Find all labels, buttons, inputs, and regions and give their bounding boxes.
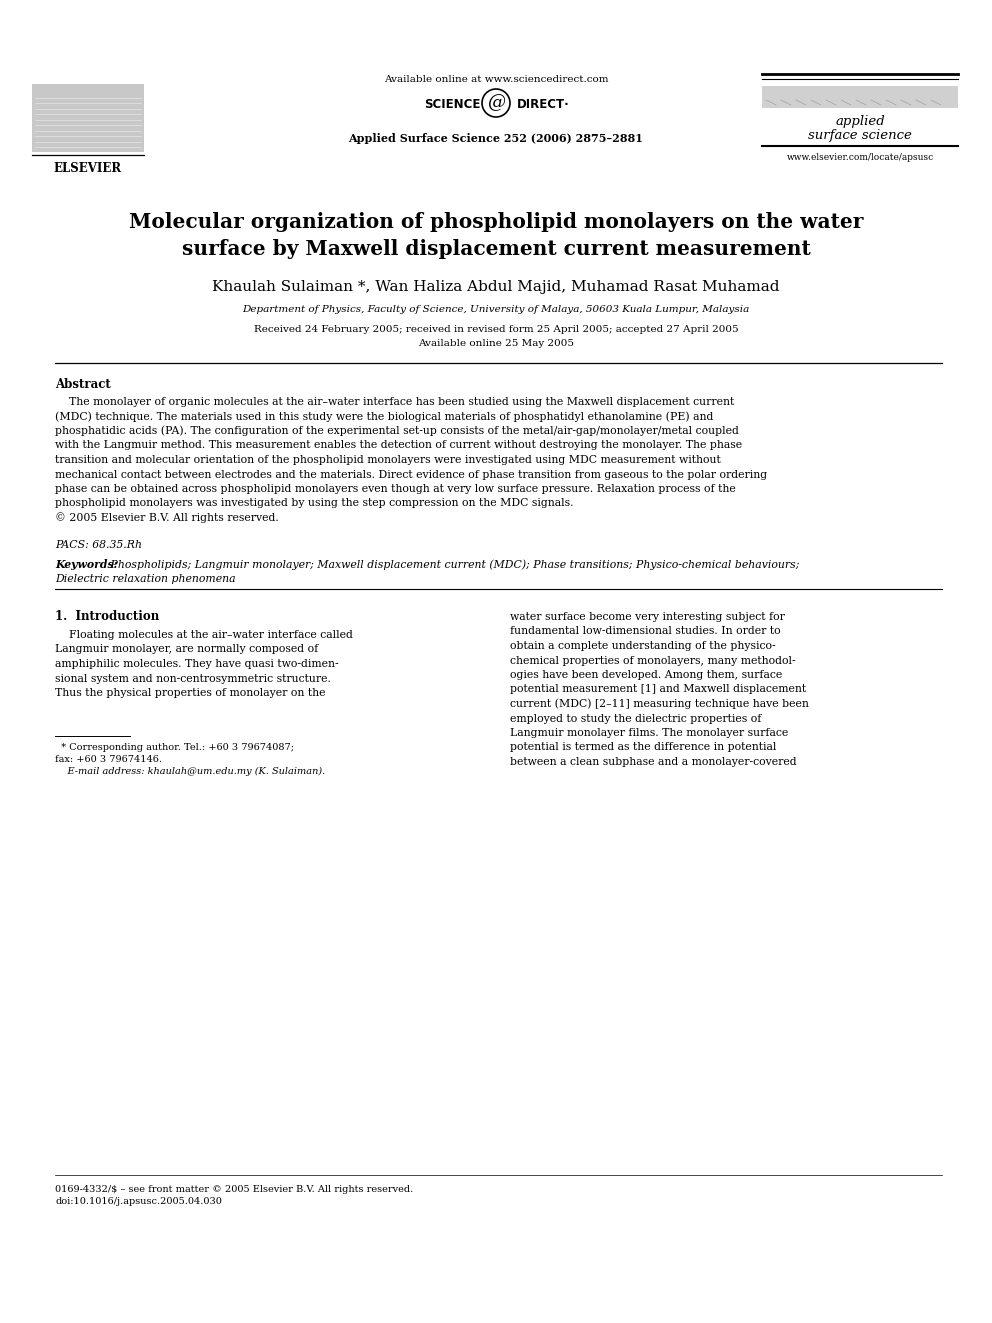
Text: surface science: surface science (808, 128, 912, 142)
Bar (762, 86, 958, 108)
Text: water surface become very interesting subject for: water surface become very interesting su… (510, 613, 785, 622)
Text: Available online at www.sciencedirect.com: Available online at www.sciencedirect.co… (384, 75, 608, 85)
Text: 1.  Introduction: 1. Introduction (55, 610, 160, 623)
Text: Dielectric relaxation phenomena: Dielectric relaxation phenomena (55, 574, 236, 583)
Text: (MDC) technique. The materials used in this study were the biological materials : (MDC) technique. The materials used in t… (55, 411, 713, 422)
Text: Abstract: Abstract (55, 378, 111, 392)
Bar (32, 83, 144, 152)
Text: sional system and non-centrosymmetric structure.: sional system and non-centrosymmetric st… (55, 673, 331, 684)
Text: Molecular organization of phospholipid monolayers on the water: Molecular organization of phospholipid m… (129, 212, 863, 232)
Text: between a clean subphase and a monolayer-covered: between a clean subphase and a monolayer… (510, 757, 797, 767)
Text: doi:10.1016/j.apsusc.2005.04.030: doi:10.1016/j.apsusc.2005.04.030 (55, 1196, 222, 1205)
Text: current (MDC) [2–11] measuring technique have been: current (MDC) [2–11] measuring technique… (510, 699, 808, 709)
Text: Keywords:: Keywords: (55, 560, 118, 570)
Text: Floating molecules at the air–water interface called: Floating molecules at the air–water inte… (55, 630, 353, 640)
Text: Received 24 February 2005; received in revised form 25 April 2005; accepted 27 A: Received 24 February 2005; received in r… (254, 325, 738, 335)
Text: chemical properties of monolayers, many methodol-: chemical properties of monolayers, many … (510, 655, 796, 665)
Text: employed to study the dielectric properties of: employed to study the dielectric propert… (510, 713, 762, 724)
Text: 0169-4332/$ – see front matter © 2005 Elsevier B.V. All rights reserved.: 0169-4332/$ – see front matter © 2005 El… (55, 1184, 414, 1193)
Text: mechanical contact between electrodes and the materials. Direct evidence of phas: mechanical contact between electrodes an… (55, 470, 767, 479)
Text: * Corresponding author. Tel.: +60 3 79674087;: * Corresponding author. Tel.: +60 3 7967… (55, 744, 294, 751)
Text: www.elsevier.com/locate/apsusc: www.elsevier.com/locate/apsusc (787, 153, 933, 163)
Text: PACS: 68.35.Rh: PACS: 68.35.Rh (55, 540, 142, 549)
Text: phase can be obtained across phospholipid monolayers even though at very low sur: phase can be obtained across phospholipi… (55, 484, 736, 493)
Text: phosphatidic acids (PA). The configuration of the experimental set-up consists o: phosphatidic acids (PA). The configurati… (55, 426, 739, 437)
Text: transition and molecular orientation of the phospholipid monolayers were investi: transition and molecular orientation of … (55, 455, 721, 464)
Text: E-mail address: khaulah@um.edu.my (K. Sulaiman).: E-mail address: khaulah@um.edu.my (K. Su… (55, 767, 325, 777)
Text: Khaulah Sulaiman *, Wan Haliza Abdul Majid, Muhamad Rasat Muhamad: Khaulah Sulaiman *, Wan Haliza Abdul Maj… (212, 280, 780, 294)
Text: Langmuir monolayer, are normally composed of: Langmuir monolayer, are normally compose… (55, 644, 318, 655)
Text: Department of Physics, Faculty of Science, University of Malaya, 50603 Kuala Lum: Department of Physics, Faculty of Scienc… (242, 306, 750, 315)
Text: @: @ (487, 94, 505, 112)
Text: fundamental low-dimensional studies. In order to: fundamental low-dimensional studies. In … (510, 627, 781, 636)
Text: DIRECT·: DIRECT· (517, 98, 569, 111)
Text: Thus the physical properties of monolayer on the: Thus the physical properties of monolaye… (55, 688, 325, 699)
Text: surface by Maxwell displacement current measurement: surface by Maxwell displacement current … (182, 239, 810, 259)
Text: ELSEVIER: ELSEVIER (54, 161, 122, 175)
Text: phospholipid monolayers was investigated by using the step compression on the MD: phospholipid monolayers was investigated… (55, 499, 573, 508)
Text: Available online 25 May 2005: Available online 25 May 2005 (418, 340, 574, 348)
Text: potential is termed as the difference in potential: potential is termed as the difference in… (510, 742, 777, 753)
Text: applied: applied (835, 115, 885, 128)
Text: amphiphilic molecules. They have quasi two-dimen-: amphiphilic molecules. They have quasi t… (55, 659, 338, 669)
Text: potential measurement [1] and Maxwell displacement: potential measurement [1] and Maxwell di… (510, 684, 806, 695)
Text: SCIENCE: SCIENCE (424, 98, 480, 111)
Text: The monolayer of organic molecules at the air–water interface has been studied u: The monolayer of organic molecules at th… (55, 397, 734, 407)
Text: obtain a complete understanding of the physico-: obtain a complete understanding of the p… (510, 642, 776, 651)
Text: Phospholipids; Langmuir monolayer; Maxwell displacement current (MDC); Phase tra: Phospholipids; Langmuir monolayer; Maxwe… (107, 560, 800, 570)
Text: fax: +60 3 79674146.: fax: +60 3 79674146. (55, 755, 162, 763)
Text: Applied Surface Science 252 (2006) 2875–2881: Applied Surface Science 252 (2006) 2875–… (348, 132, 644, 143)
Text: © 2005 Elsevier B.V. All rights reserved.: © 2005 Elsevier B.V. All rights reserved… (55, 512, 279, 524)
Text: Langmuir monolayer films. The monolayer surface: Langmuir monolayer films. The monolayer … (510, 728, 789, 738)
Text: with the Langmuir method. This measurement enables the detection of current with: with the Langmuir method. This measureme… (55, 441, 742, 451)
Text: ogies have been developed. Among them, surface: ogies have been developed. Among them, s… (510, 669, 783, 680)
